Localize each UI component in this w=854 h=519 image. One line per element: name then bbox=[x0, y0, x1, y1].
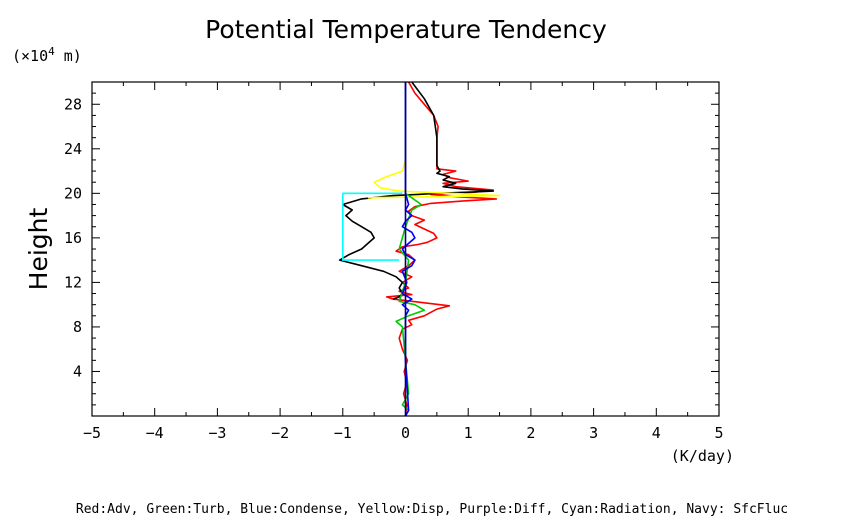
y-unit-exponent: 4 bbox=[48, 45, 55, 58]
x-tick-label: −3 bbox=[208, 424, 226, 442]
y-axis-label: Height bbox=[24, 207, 53, 290]
y-tick-label: 28 bbox=[64, 95, 82, 113]
x-tick-label: −5 bbox=[83, 424, 101, 442]
x-tick-label: 4 bbox=[652, 424, 661, 442]
series-line-yellow-disp bbox=[367, 137, 501, 199]
series-layer bbox=[338, 81, 501, 417]
x-tick-label: 0 bbox=[401, 424, 410, 442]
series-line-black bbox=[338, 81, 495, 300]
x-axis-label: (K/day) bbox=[671, 447, 734, 465]
x-tick-label: −2 bbox=[271, 424, 289, 442]
legend-text: Red:Adv, Green:Turb, Blue:Condense, Yell… bbox=[76, 502, 788, 517]
y-tick-label: 8 bbox=[73, 318, 82, 336]
y-tick-label: 16 bbox=[64, 229, 82, 247]
x-tick-label: −1 bbox=[334, 424, 352, 442]
x-tick-label: 2 bbox=[526, 424, 535, 442]
plot-frame bbox=[91, 81, 720, 417]
x-tick-label: −4 bbox=[146, 424, 164, 442]
x-tick-label: 5 bbox=[714, 424, 723, 442]
y-unit-tail: m) bbox=[55, 47, 82, 65]
y-tick-label: 4 bbox=[73, 362, 82, 380]
series-line-blue-condense bbox=[401, 82, 416, 417]
y-tick-label: 24 bbox=[64, 140, 82, 158]
y-unit-label: (×104 m) bbox=[12, 45, 82, 65]
y-tick-label: 20 bbox=[64, 184, 82, 202]
series-line-cyan-radiation bbox=[341, 192, 403, 261]
chart-title: Potential Temperature Tendency bbox=[205, 15, 607, 44]
x-tick-label: 3 bbox=[589, 424, 598, 442]
y-tick-label: 12 bbox=[64, 273, 82, 291]
y-unit-base: (×10 bbox=[12, 47, 48, 65]
x-tick-label: 1 bbox=[464, 424, 473, 442]
